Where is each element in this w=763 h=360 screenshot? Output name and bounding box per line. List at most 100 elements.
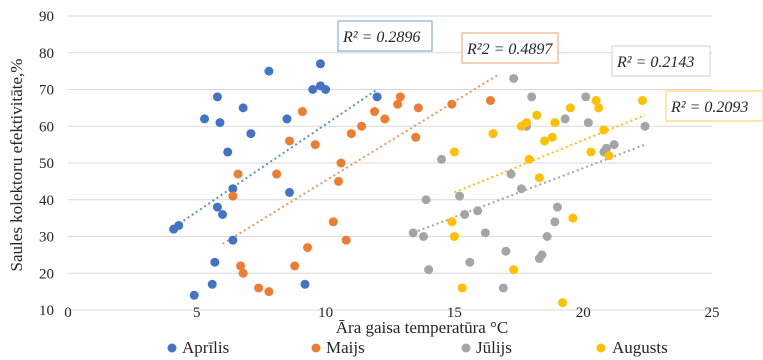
x-tick-label: 15 [447, 305, 462, 321]
data-point [480, 228, 490, 238]
y-tick-label: 90 [39, 9, 54, 25]
x-tick-label: 10 [318, 305, 333, 321]
data-point [174, 220, 184, 230]
x-axis-title: Āra gaisa temperatūra °C [336, 318, 508, 337]
data-point [254, 283, 264, 293]
r2-label: R² = 0.2143 [616, 54, 694, 71]
data-point [238, 103, 248, 113]
data-point [637, 96, 647, 106]
legend-marker [461, 343, 471, 353]
y-tick-label: 80 [39, 46, 54, 62]
data-point [210, 257, 220, 267]
data-point [411, 132, 421, 142]
trendline-1 [222, 73, 499, 245]
data-point [303, 243, 313, 253]
data-point [228, 191, 238, 201]
data-point [310, 140, 320, 150]
r2-label-box [611, 45, 711, 77]
data-point [264, 287, 274, 297]
data-point [560, 114, 570, 124]
r2-label: R²2 = 0.4897 [466, 41, 553, 58]
data-point [465, 257, 475, 267]
data-point [449, 147, 459, 157]
legend-marker [311, 343, 321, 353]
data-point [321, 85, 331, 94]
data-point [509, 73, 519, 83]
r2-label-box [461, 32, 559, 64]
data-point [413, 103, 423, 113]
data-point [212, 202, 222, 212]
data-point [380, 114, 390, 124]
data-point [200, 114, 210, 124]
data-point [540, 136, 550, 146]
data-point [460, 209, 470, 219]
data-point [437, 154, 447, 164]
r2-label: R² = 0.2093 [670, 99, 748, 116]
data-point [228, 235, 238, 245]
legend-label: Augusts [612, 338, 668, 357]
data-points [169, 59, 650, 308]
data-point [236, 261, 246, 271]
data-point [558, 298, 568, 308]
data-point [473, 206, 483, 216]
data-point [228, 184, 238, 194]
data-point [315, 59, 325, 69]
y-tick-label: 20 [39, 266, 54, 282]
data-point [328, 217, 338, 227]
x-tick-label: 20 [576, 305, 591, 321]
data-point [604, 151, 614, 161]
data-point [421, 195, 431, 205]
data-point [509, 265, 519, 275]
data-point [212, 92, 222, 102]
x-axis-ticks: 0 5 10 15 20 25 [64, 305, 719, 321]
legend-marker [596, 343, 606, 353]
data-point [537, 250, 547, 260]
data-point [552, 202, 562, 212]
trendline-0 [170, 88, 378, 230]
data-point [393, 99, 403, 109]
data-point [264, 66, 274, 76]
data-point [591, 96, 601, 106]
r2-label-box [665, 90, 763, 122]
data-point [565, 103, 575, 113]
data-point [601, 143, 611, 153]
data-point [568, 213, 578, 223]
data-point [395, 92, 405, 102]
data-point [346, 129, 356, 139]
data-point [223, 147, 233, 157]
y-tick-label: 10 [39, 303, 54, 319]
data-point [336, 158, 346, 168]
data-point [290, 261, 300, 271]
data-point [418, 232, 428, 241]
data-point [488, 129, 498, 139]
data-point [272, 169, 282, 179]
data-point [408, 228, 418, 238]
y-axis-title: Saules kolektoru efektivitāte,% [7, 59, 26, 272]
legend-label: Jūlijs [476, 338, 512, 357]
data-point [282, 114, 292, 124]
y-tick-label: 30 [39, 230, 54, 246]
data-point [447, 217, 457, 227]
data-point [308, 85, 318, 94]
data-point [527, 92, 537, 102]
data-point [300, 279, 310, 289]
data-point [457, 283, 467, 293]
data-point [447, 99, 457, 109]
data-point [547, 132, 557, 142]
y-tick-label: 60 [39, 119, 54, 135]
data-point [485, 96, 495, 106]
data-point [233, 169, 243, 179]
y-tick-label: 50 [39, 156, 54, 172]
gridlines [68, 15, 712, 311]
data-point [524, 154, 534, 164]
data-point [501, 246, 511, 256]
data-point [609, 140, 619, 150]
data-point [599, 125, 609, 135]
data-point [640, 121, 650, 131]
data-point [581, 92, 591, 102]
y-axis-ticks: 10 20 30 40 50 60 70 80 90 [39, 9, 54, 319]
r2-label-box [337, 20, 433, 52]
x-tick-label: 5 [193, 305, 201, 321]
data-point [534, 173, 544, 183]
data-point [506, 169, 516, 179]
